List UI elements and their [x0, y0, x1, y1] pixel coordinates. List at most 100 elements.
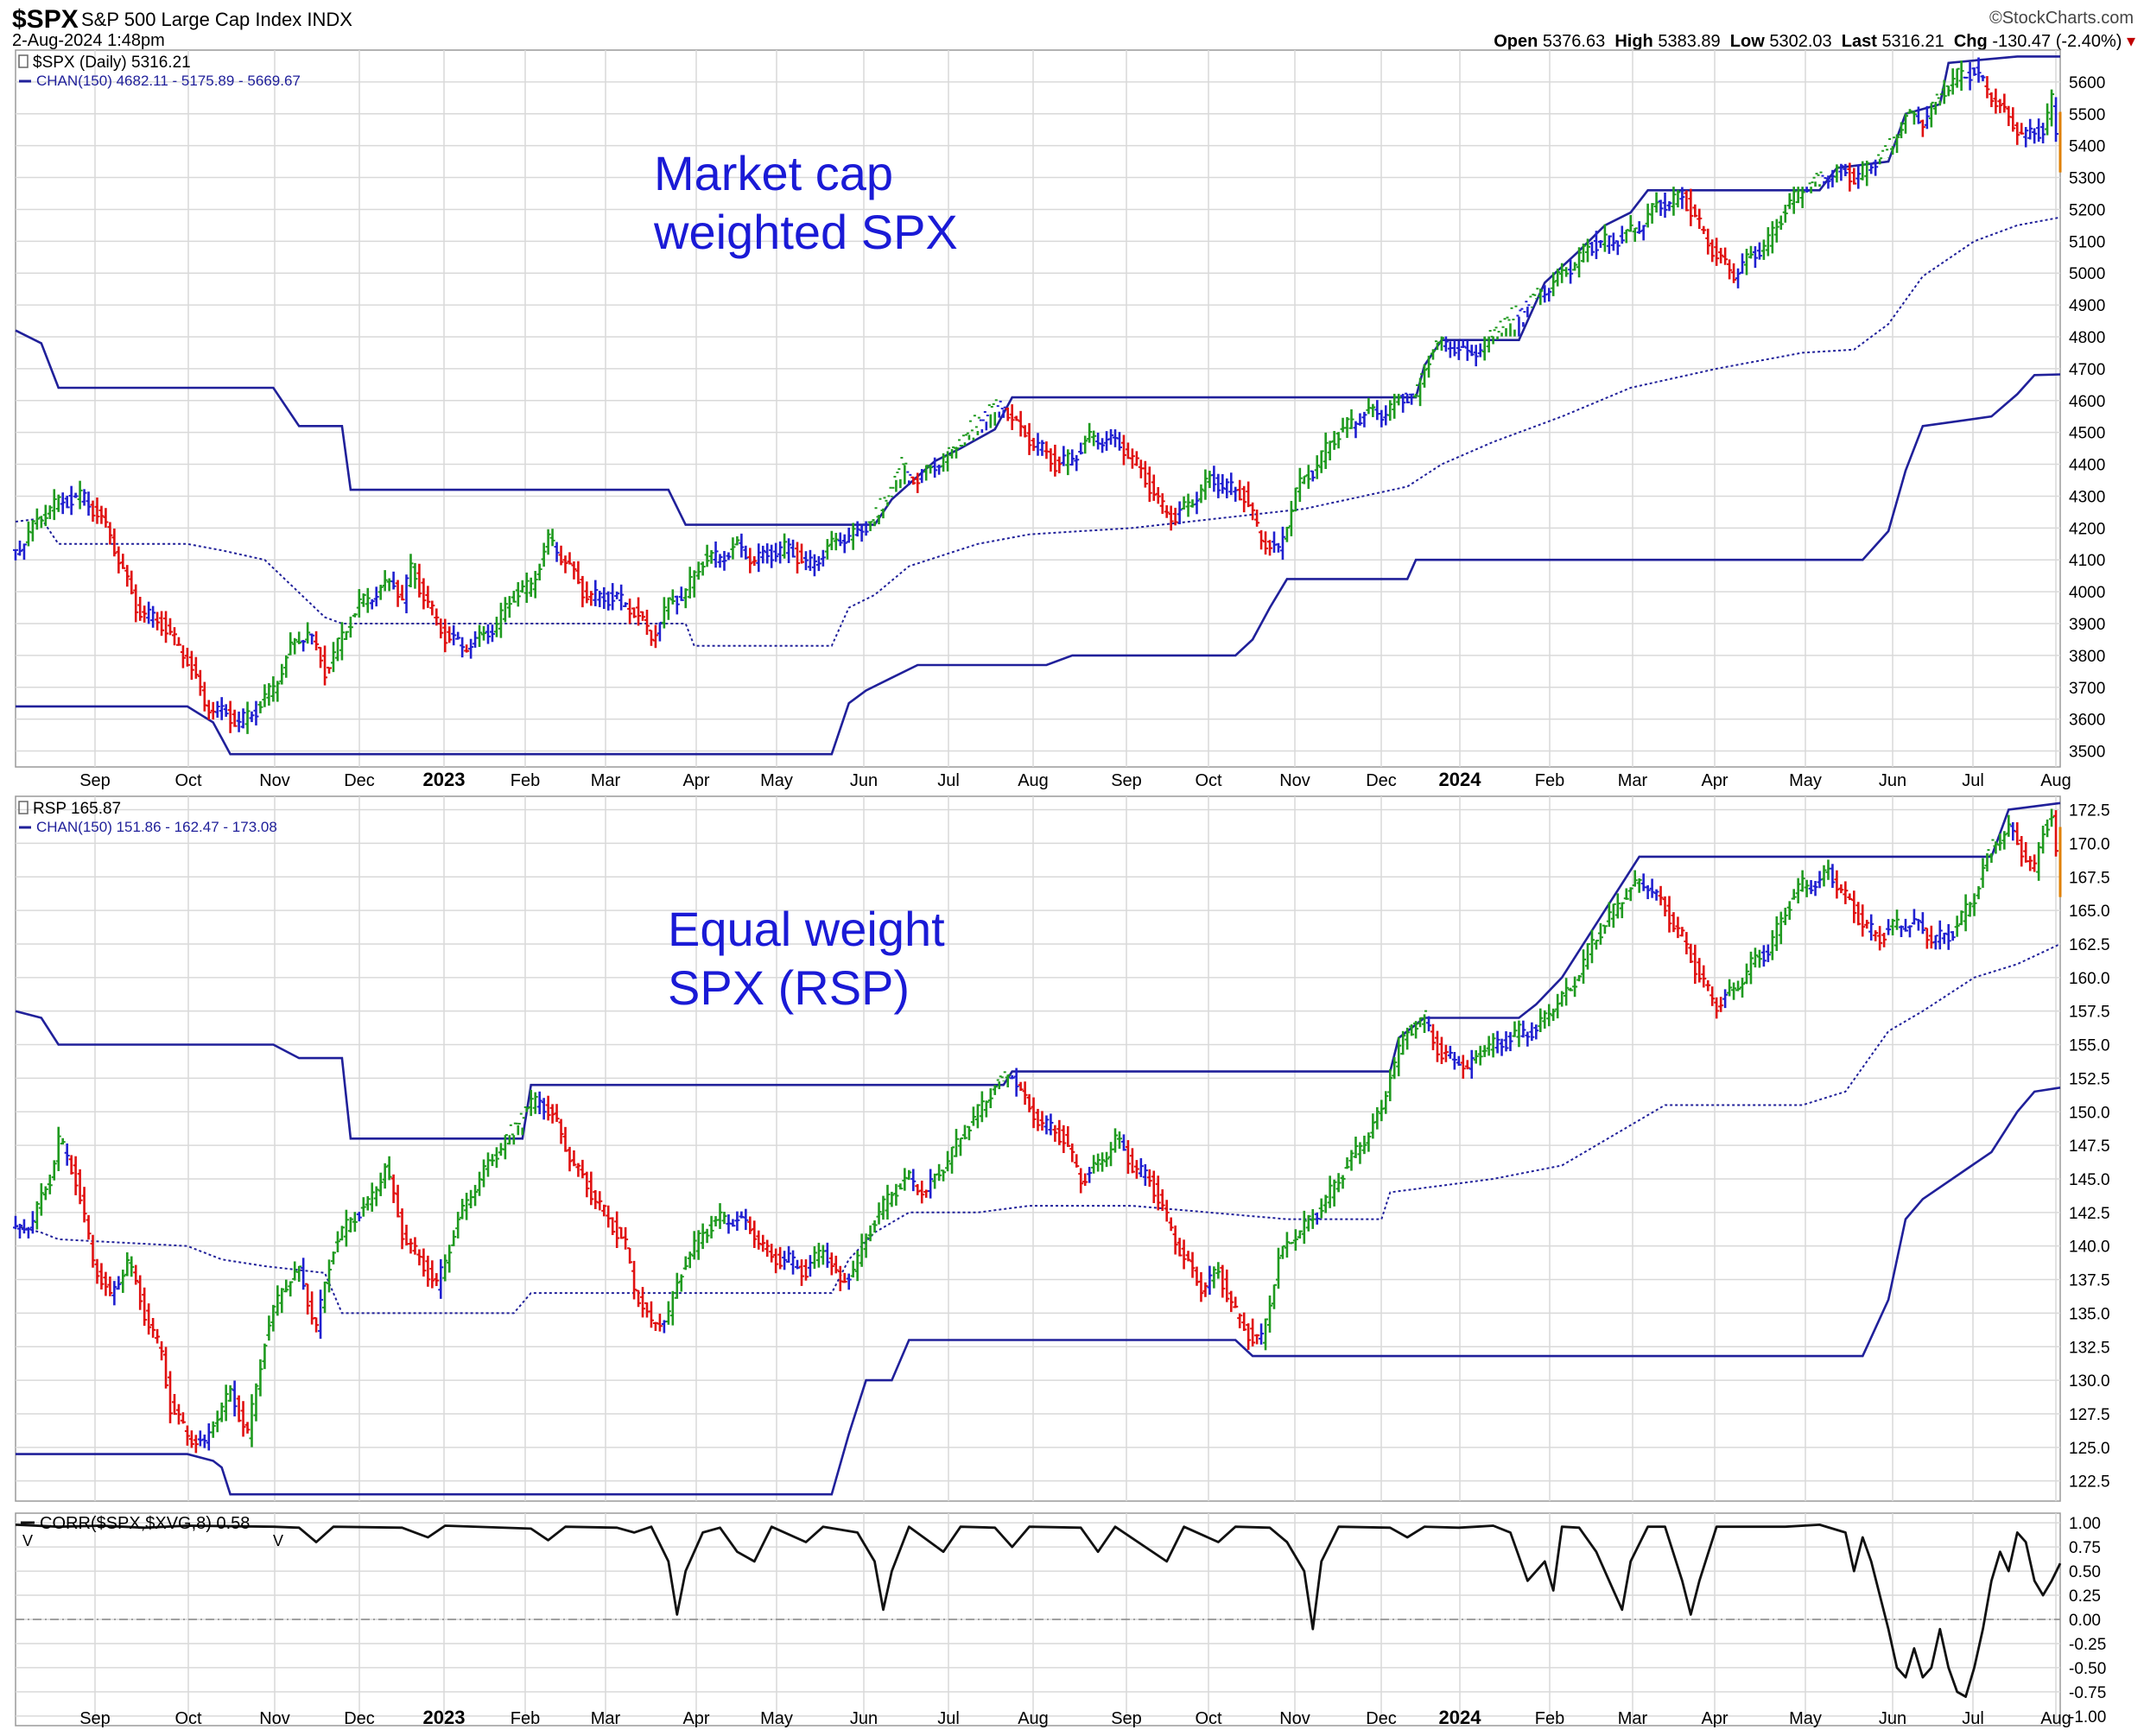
y-tick-label: 5500 — [2069, 106, 2105, 124]
y-tick-label: 150.0 — [2069, 1104, 2110, 1122]
panel-frame — [15, 49, 2061, 768]
source-logo[interactable]: ©StockCharts.com — [1989, 9, 2134, 28]
y-tick-label: 155.0 — [2069, 1037, 2110, 1055]
x-tick-label: May — [760, 771, 793, 790]
x-tick-label: Dec — [344, 771, 375, 790]
x-tick-label: Jun — [1879, 1709, 1906, 1728]
x-tick-label: 2024 — [1439, 1707, 1482, 1728]
x-tick-label: Dec — [344, 1709, 375, 1728]
y-tick-label: 0.50 — [2069, 1563, 2101, 1581]
bar-chart-icon — [18, 54, 29, 68]
y-tick-label: 5600 — [2069, 74, 2105, 92]
channel-lower-line — [16, 1087, 2061, 1496]
y-tick-label: 3900 — [2069, 616, 2105, 634]
x-tick-label: Dec — [1366, 771, 1397, 790]
x-tick-label: Jul — [1962, 771, 1984, 790]
index-name-text: S&P 500 Large Cap Index — [81, 9, 302, 30]
x-tick-label: Mar — [1618, 1709, 1648, 1728]
y-tick-label: 4300 — [2069, 488, 2105, 506]
down-arrow-icon: ▾ — [2126, 32, 2135, 51]
y-tick-label: 0.00 — [2069, 1612, 2101, 1630]
corr-marker: V — [22, 1532, 33, 1549]
annotation-line-2: SPX (RSP) — [668, 960, 910, 1015]
x-tick-label: May — [760, 1709, 793, 1728]
y-tick-label: -0.50 — [2069, 1660, 2106, 1678]
channel-legend: CHAN(150) 151.86 - 162.47 - 173.08 — [36, 819, 277, 835]
y-tick-label: 142.5 — [2069, 1205, 2110, 1223]
x-tick-label: Feb — [1535, 771, 1564, 790]
x-tick-label: Feb — [511, 771, 540, 790]
y-tick-label: 152.5 — [2069, 1070, 2110, 1088]
y-tick-label: 5300 — [2069, 170, 2105, 188]
chart-datetime: 2-Aug-2024 1:48pm — [12, 31, 165, 50]
x-tick-label: Nov — [259, 1709, 290, 1728]
y-tick-label: 140.0 — [2069, 1239, 2110, 1257]
open-value: 5376.63 — [1542, 32, 1606, 51]
x-tick-label: Oct — [1195, 771, 1222, 790]
x-tick-label: 2023 — [423, 1707, 466, 1728]
y-tick-label: 3700 — [2069, 680, 2105, 698]
x-tick-label: Sep — [79, 1709, 111, 1728]
x-tick-label: May — [1789, 771, 1822, 790]
x-tick-label: Apr — [682, 1709, 709, 1728]
series-legend: RSP 165.87 — [33, 800, 121, 818]
annotation-line-2: weighted SPX — [653, 205, 958, 259]
y-tick-label: 4700 — [2069, 361, 2105, 379]
x-tick-label: Jul — [1962, 1709, 1984, 1728]
corr-legend: CORR($SPX,$XVG,8) 0.58 — [40, 1514, 250, 1533]
y-tick-label: 4900 — [2069, 297, 2105, 315]
y-tick-label: -0.75 — [2069, 1684, 2106, 1702]
channel-legend: CHAN(150) 4682.11 - 5175.89 - 5669.67 — [36, 73, 301, 89]
y-tick-label: 137.5 — [2069, 1272, 2110, 1290]
x-tick-label: Nov — [259, 771, 290, 790]
y-tick-label: 132.5 — [2069, 1339, 2110, 1357]
high-label: High — [1614, 32, 1653, 51]
channel-mid-line — [15, 943, 2061, 1315]
y-tick-label: 4000 — [2069, 584, 2105, 602]
bar-chart-icon — [18, 801, 29, 814]
y-tick-label: 5100 — [2069, 233, 2105, 251]
channel-lower-line — [16, 373, 2061, 756]
open-label: Open — [1494, 32, 1538, 51]
y-tick-label: 4100 — [2069, 552, 2105, 570]
x-tick-label: 2023 — [423, 769, 466, 790]
y-tick-label: 4500 — [2069, 425, 2105, 443]
x-tick-label: Apr — [1701, 771, 1728, 790]
y-tick-label: 160.0 — [2069, 970, 2110, 988]
channel-mid-line — [15, 216, 2061, 647]
x-tick-label: Apr — [682, 771, 709, 790]
y-tick-label: 5000 — [2069, 265, 2105, 283]
exchange: INDX — [307, 9, 352, 30]
y-tick-label: 127.5 — [2069, 1406, 2110, 1424]
low-value: 5302.03 — [1769, 32, 1832, 51]
y-tick-label: -0.25 — [2069, 1636, 2106, 1654]
x-tick-label: Feb — [1535, 1709, 1564, 1728]
x-tick-label: Mar — [1618, 771, 1648, 790]
quote-bar: Open 5376.63 High 5383.89 Low 5302.03 La… — [1494, 30, 2135, 52]
x-tick-label: Apr — [1701, 1709, 1728, 1728]
y-tick-label: 145.0 — [2069, 1171, 2110, 1189]
x-tick-label: Oct — [1195, 1709, 1222, 1728]
y-tick-label: 4600 — [2069, 393, 2105, 411]
x-tick-label: Aug — [1018, 771, 1049, 790]
y-tick-label: 125.0 — [2069, 1440, 2110, 1458]
y-tick-label: 0.25 — [2069, 1587, 2101, 1606]
y-tick-label: 170.0 — [2069, 835, 2110, 853]
x-tick-label: Nov — [1279, 1709, 1310, 1728]
y-tick-label: 5200 — [2069, 201, 2105, 219]
x-tick-label: Aug — [2040, 1709, 2071, 1728]
symbol-title: $SPX — [12, 5, 79, 34]
x-tick-label: Sep — [1111, 1709, 1142, 1728]
x-tick-label: Mar — [591, 771, 621, 790]
x-tick-label: Aug — [1018, 1709, 1049, 1728]
chg-label: Chg — [1953, 32, 1988, 51]
panel-frame — [15, 795, 2061, 1502]
y-tick-label: 4400 — [2069, 457, 2105, 475]
x-tick-label: Jun — [1879, 771, 1906, 790]
x-tick-label: 2024 — [1439, 769, 1482, 790]
x-tick-label: Jun — [850, 771, 878, 790]
y-tick-label: 167.5 — [2069, 869, 2110, 887]
last-value: 5316.21 — [1881, 32, 1944, 51]
chg-value: -130.47 (-2.40%) — [1992, 32, 2122, 51]
